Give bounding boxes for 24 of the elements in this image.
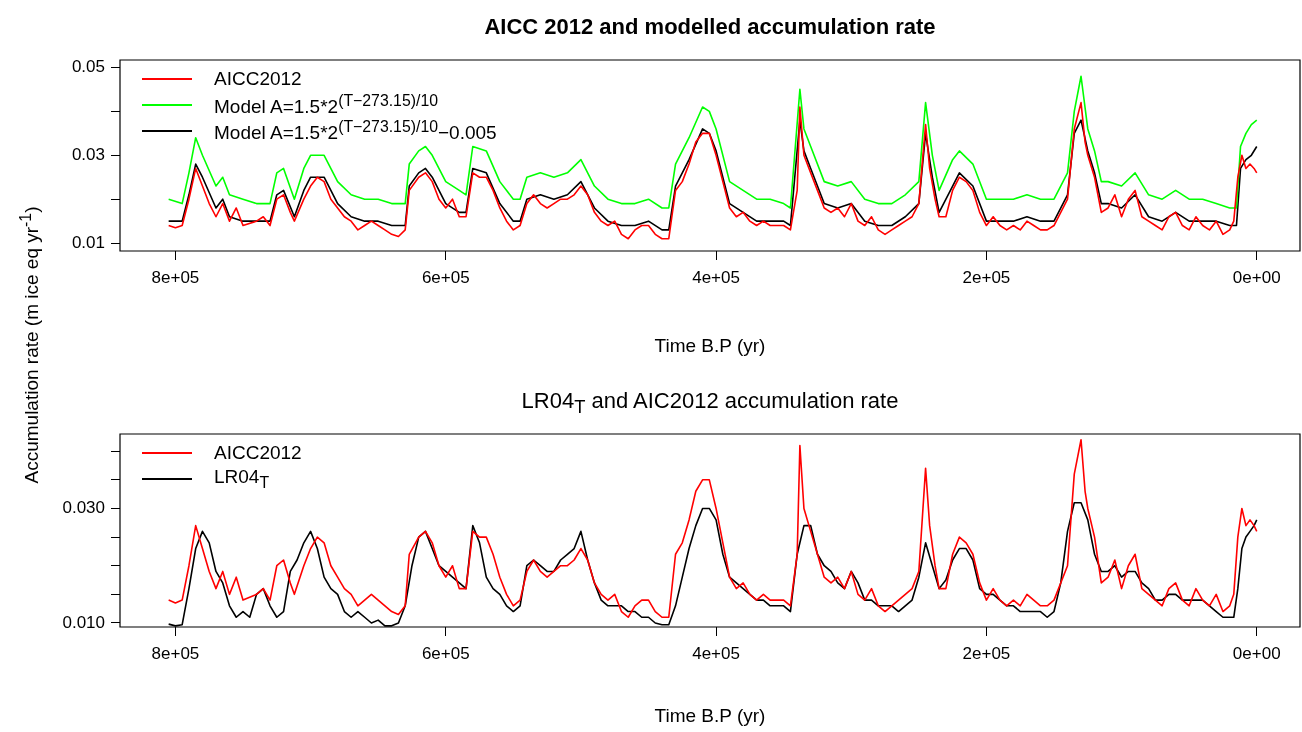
y-tick-label: 0.03: [71, 144, 105, 164]
legend-label: AICC2012: [214, 68, 302, 90]
legend-label: LR04$_{T}$: [214, 466, 270, 492]
x-tick-label: 0e+00: [1232, 643, 1281, 663]
y-tick-label: 0.05: [71, 57, 105, 77]
x-axis-title: Time B.P (yr): [654, 334, 766, 356]
x-tick-label: 2e+05: [962, 643, 1011, 663]
x-tick-label: 2e+05: [962, 267, 1011, 287]
x-tick-label: 6e+05: [421, 267, 470, 287]
x-tick-label: 8e+05: [151, 643, 200, 663]
x-axis-title: Time B.P (yr): [654, 704, 766, 726]
legend-label: Model A=1.5*2$^{(T−273.15)/10}$−0.005: [214, 117, 497, 145]
legend-label: Model A=1.5*2$^{(T−273.15)/10}$: [214, 91, 438, 119]
x-tick-label: 8e+05: [151, 267, 200, 287]
x-tick-label: 4e+05: [692, 267, 740, 287]
y-tick-label: 0.010: [62, 612, 105, 632]
chart-title: LR04$_{T}$ and AIC2012 accumulation rate: [520, 388, 900, 419]
x-tick-label: 6e+05: [421, 643, 470, 663]
x-tick-label: 4e+05: [692, 643, 740, 663]
y-tick-label: 0.01: [71, 232, 105, 252]
y-tick-label: 0.030: [62, 498, 105, 518]
legend-label: AICC2012: [214, 442, 302, 464]
x-tick-label: 0e+00: [1232, 267, 1281, 287]
chart-title: AICC 2012 and modelled accumulation rate: [483, 14, 937, 40]
